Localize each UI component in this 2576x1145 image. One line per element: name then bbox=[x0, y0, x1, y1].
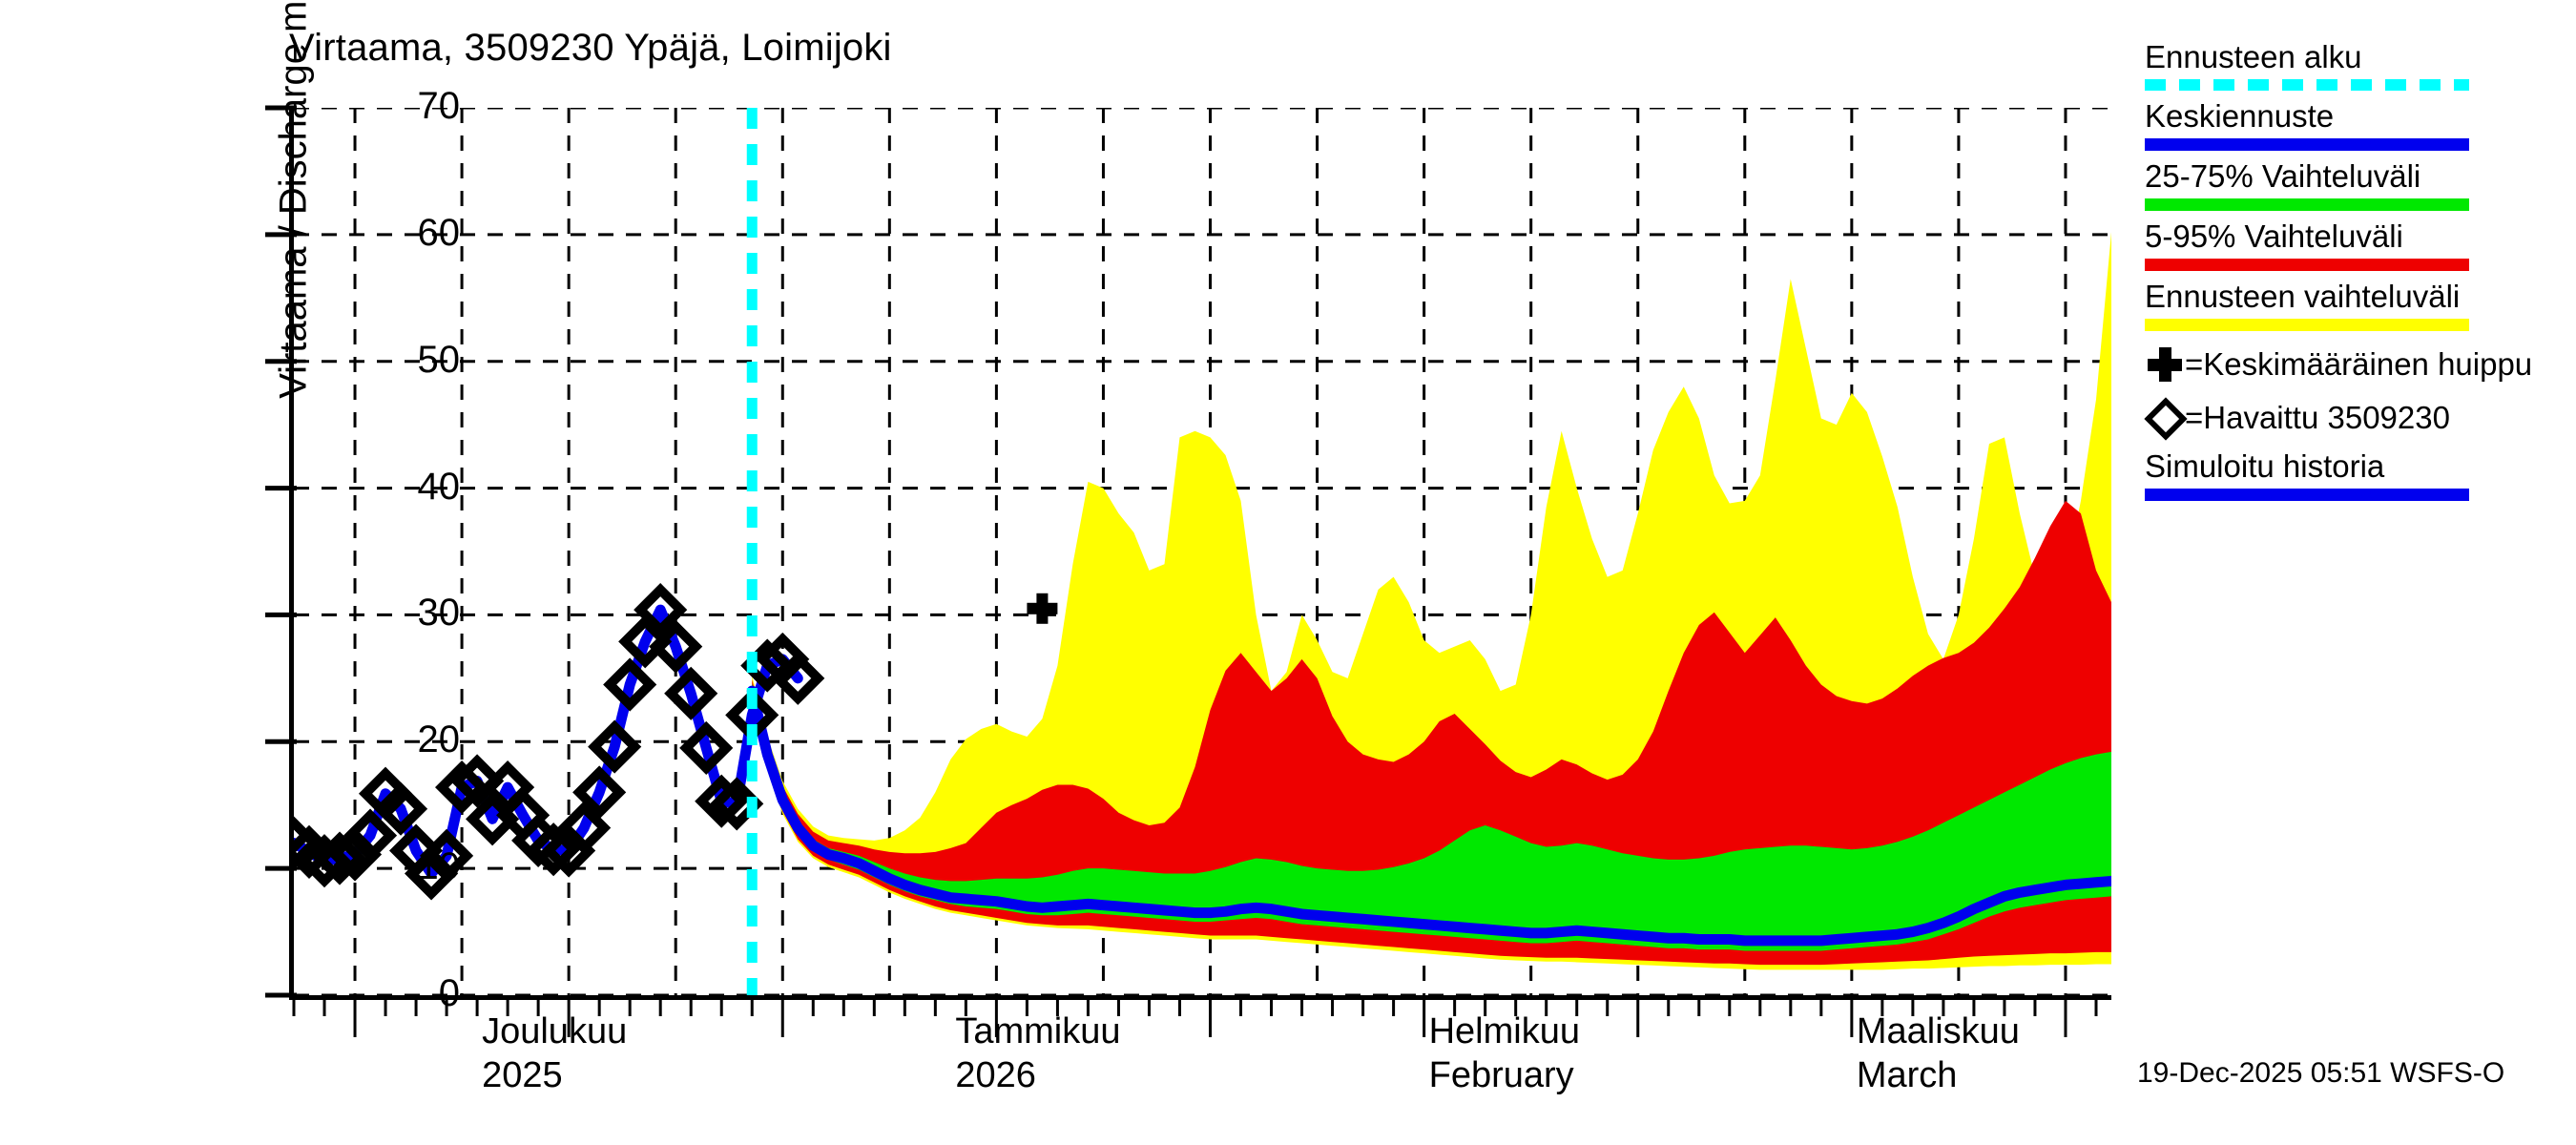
observed-point bbox=[649, 619, 703, 674]
x-tick-label-sub: March bbox=[1856, 1055, 1958, 1095]
y-axis-ticks bbox=[265, 105, 297, 998]
y-tick-label: 0 bbox=[438, 972, 460, 1014]
y-tick-label: 20 bbox=[417, 718, 461, 761]
legend-tail-item-0: Simuloitu historia bbox=[2145, 448, 2565, 501]
legend-swatch bbox=[2145, 138, 2469, 151]
observed-point bbox=[695, 774, 749, 828]
y-tick-label: 30 bbox=[417, 592, 461, 635]
x-tick-label-sub: February bbox=[1428, 1055, 1574, 1095]
y-tick-label: 70 bbox=[417, 85, 461, 127]
observed-point bbox=[771, 651, 825, 705]
discharge-forecast-plot bbox=[294, 108, 2111, 995]
legend-swatch bbox=[2145, 198, 2469, 211]
legend-item-label: Keskiennuste bbox=[2145, 98, 2335, 134]
x-tick-label: Joulukuu 2025 bbox=[482, 1010, 627, 1097]
chart-legend: Ennusteen alku Keskiennuste 25-75% Vaihtel… bbox=[2145, 38, 2565, 508]
legend-item-label: 5-95% Vaihteluväli bbox=[2145, 219, 2403, 254]
timestamp-footer: 19-Dec-2025 05:51 WSFS-O bbox=[2137, 1057, 2505, 1089]
x-tick-label: Maaliskuu March bbox=[1857, 1010, 2020, 1097]
observed-point bbox=[557, 801, 612, 855]
legend-item-0: Ennusteen alku bbox=[2145, 38, 2565, 91]
plot-canvas bbox=[294, 108, 2111, 995]
legend-item-label: Ennusteen alku bbox=[2145, 39, 2362, 74]
observed-point bbox=[312, 831, 367, 885]
plot-area bbox=[265, 105, 2111, 1037]
diamond-icon bbox=[2145, 398, 2185, 438]
legend-item-label: Simuloitu historia bbox=[2145, 448, 2385, 484]
observed-point bbox=[527, 822, 581, 877]
legend-item-3: 5-95% Vaihteluväli bbox=[2145, 218, 2565, 271]
observed-point bbox=[634, 583, 688, 637]
band-25-75-green bbox=[752, 683, 2111, 951]
observed-point bbox=[664, 666, 718, 720]
observed-point bbox=[603, 657, 657, 712]
observed-discharge-markers bbox=[294, 583, 825, 901]
legend-swatch bbox=[2145, 319, 2469, 331]
legend-symbol-diamond: =Havaittu 3509230 bbox=[2145, 398, 2565, 438]
legend-item-label: Ennusteen vaihteluväli bbox=[2145, 279, 2461, 314]
legend-symbol-label: =Havaittu 3509230 bbox=[2185, 400, 2450, 435]
legend-item-label: 25-75% Vaihteluväli bbox=[2145, 158, 2421, 194]
legend-swatch bbox=[2145, 259, 2469, 271]
x-tick-label-month: Tammikuu bbox=[955, 1011, 1121, 1051]
legend-item-2: 25-75% Vaihteluväli bbox=[2145, 157, 2565, 211]
chart-title: Virtaama, 3509230 Ypäjä, Loimijoki bbox=[289, 27, 892, 69]
median-forecast-line bbox=[746, 685, 2111, 947]
legend-swatch bbox=[2145, 79, 2469, 91]
observed-point bbox=[618, 614, 673, 669]
observed-point bbox=[450, 754, 505, 808]
y-tick-label: 50 bbox=[417, 338, 461, 381]
x-tick-label: Tammikuu 2026 bbox=[955, 1010, 1120, 1097]
observed-point bbox=[435, 760, 489, 815]
observed-point bbox=[420, 828, 474, 883]
observed-point bbox=[405, 846, 459, 901]
legend-swatch bbox=[2145, 489, 2469, 501]
x-tick-label-sub: 2025 bbox=[482, 1055, 563, 1095]
observed-point bbox=[679, 720, 734, 775]
observed-point bbox=[572, 765, 627, 820]
legend-item-4: Ennusteen vaihteluväli bbox=[2145, 278, 2565, 331]
legend-symbol-cross: =Keskimääräinen huippu bbox=[2145, 344, 2565, 385]
average-peak-marker bbox=[1027, 593, 1058, 624]
x-axis-ticks bbox=[292, 1000, 2098, 1037]
y-tick-label: 10 bbox=[417, 845, 461, 888]
cross-icon bbox=[2145, 344, 2185, 385]
observed-point bbox=[373, 781, 428, 836]
x-tick-label-month: Maaliskuu bbox=[1856, 1011, 2020, 1051]
x-tick-label-month: Helmikuu bbox=[1428, 1011, 1580, 1051]
x-tick-label-sub: 2026 bbox=[955, 1055, 1036, 1095]
observed-point bbox=[343, 808, 398, 863]
y-tick-label: 40 bbox=[417, 465, 461, 508]
x-tick-label: Helmikuu February bbox=[1429, 1010, 1580, 1097]
legend-item-1: Keskiennuste bbox=[2145, 97, 2565, 151]
observed-point bbox=[588, 719, 642, 774]
y-tick-label: 60 bbox=[417, 211, 461, 254]
legend-symbol-label: =Keskimääräinen huippu bbox=[2185, 346, 2533, 382]
simulated-history-line bbox=[294, 604, 803, 879]
x-tick-label-month: Joulukuu bbox=[482, 1011, 628, 1051]
